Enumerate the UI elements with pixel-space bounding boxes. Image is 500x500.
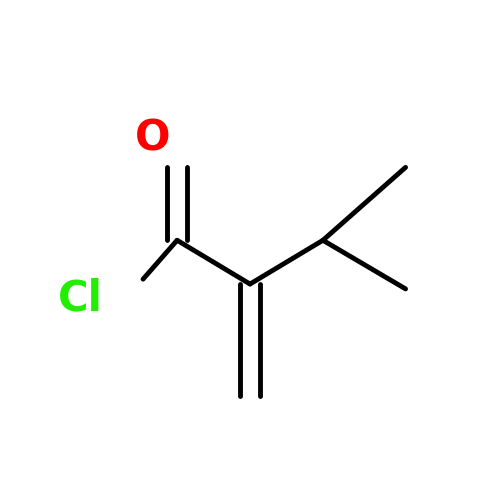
- Text: Cl: Cl: [58, 278, 102, 320]
- Text: O: O: [135, 117, 170, 159]
